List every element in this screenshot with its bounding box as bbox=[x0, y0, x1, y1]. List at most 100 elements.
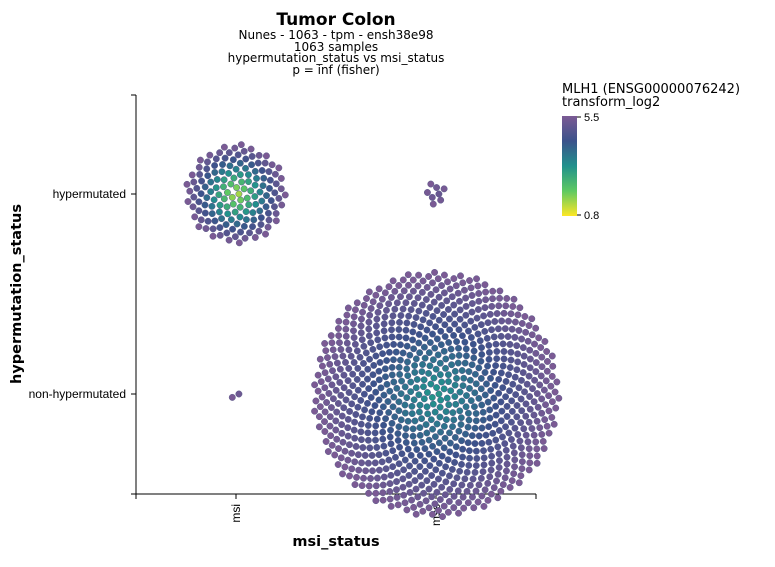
data-point bbox=[220, 143, 228, 151]
data-point bbox=[543, 348, 551, 355]
data-point bbox=[490, 333, 498, 341]
data-point bbox=[428, 510, 436, 518]
data-point bbox=[215, 191, 223, 199]
data-point bbox=[393, 478, 400, 485]
data-point bbox=[385, 300, 393, 308]
data-point bbox=[257, 214, 265, 222]
data-point bbox=[492, 436, 500, 444]
data-point bbox=[513, 402, 521, 409]
data-point bbox=[428, 393, 436, 401]
data-point bbox=[372, 291, 380, 299]
data-point bbox=[346, 441, 353, 449]
data-point bbox=[311, 381, 319, 389]
data-point bbox=[493, 348, 501, 355]
data-point bbox=[397, 312, 405, 319]
data-point bbox=[497, 398, 505, 406]
data-point bbox=[380, 421, 388, 429]
data-point bbox=[254, 159, 262, 167]
data-point bbox=[411, 368, 419, 376]
data-point bbox=[506, 387, 514, 395]
data-point bbox=[429, 400, 437, 408]
data-point bbox=[315, 423, 323, 431]
data-point bbox=[362, 467, 370, 475]
data-point bbox=[400, 466, 408, 474]
data-point bbox=[275, 164, 283, 172]
data-point bbox=[464, 439, 472, 447]
data-point bbox=[332, 373, 340, 381]
colorbar-title-line-2: transform_log2 bbox=[562, 95, 660, 110]
data-point bbox=[202, 225, 210, 233]
data-point bbox=[459, 453, 467, 461]
data-point bbox=[462, 311, 470, 319]
data-point bbox=[468, 308, 476, 316]
data-point bbox=[466, 481, 474, 489]
data-point bbox=[387, 440, 395, 448]
data-point bbox=[395, 398, 403, 406]
data-point bbox=[315, 413, 323, 421]
data-point bbox=[445, 371, 452, 379]
data-point bbox=[326, 360, 334, 368]
data-point bbox=[440, 311, 448, 318]
data-point bbox=[412, 355, 420, 363]
data-point bbox=[321, 408, 329, 416]
data-point bbox=[402, 425, 410, 432]
data-point bbox=[507, 348, 515, 356]
data-point bbox=[518, 335, 526, 343]
data-point bbox=[359, 444, 367, 451]
data-point bbox=[338, 421, 346, 429]
data-point bbox=[375, 367, 383, 375]
data-point bbox=[494, 325, 502, 333]
data-point bbox=[271, 189, 279, 197]
data-point bbox=[518, 458, 526, 466]
data-point bbox=[261, 159, 269, 167]
data-point bbox=[489, 429, 497, 437]
data-point bbox=[461, 359, 469, 367]
data-point bbox=[483, 380, 490, 388]
data-point bbox=[337, 454, 345, 462]
data-point bbox=[346, 472, 353, 480]
data-point bbox=[391, 413, 399, 421]
data-point bbox=[425, 349, 433, 357]
data-point bbox=[348, 465, 356, 473]
data-point bbox=[436, 359, 444, 367]
data-point bbox=[543, 358, 551, 365]
data-point bbox=[458, 437, 465, 445]
data-point bbox=[451, 367, 459, 375]
data-point bbox=[317, 378, 325, 386]
data-point bbox=[461, 286, 468, 294]
data-point bbox=[193, 184, 201, 192]
data-point bbox=[503, 295, 511, 302]
data-point bbox=[435, 293, 443, 301]
data-point bbox=[444, 508, 452, 516]
data-point bbox=[442, 478, 450, 486]
data-point bbox=[485, 423, 493, 431]
data-point bbox=[506, 340, 514, 348]
data-point bbox=[513, 342, 521, 350]
data-point bbox=[450, 331, 458, 339]
data-point bbox=[359, 380, 366, 388]
data-point bbox=[416, 424, 424, 432]
data-point bbox=[482, 431, 490, 439]
data-point bbox=[376, 409, 384, 417]
data-point bbox=[533, 452, 541, 460]
data-point bbox=[195, 223, 203, 231]
data-point bbox=[218, 215, 226, 223]
data-point bbox=[502, 446, 510, 454]
data-point bbox=[520, 352, 528, 360]
data-point bbox=[518, 407, 526, 415]
data-point bbox=[461, 338, 469, 346]
data-point bbox=[422, 296, 430, 303]
data-point bbox=[484, 479, 492, 487]
data-point bbox=[338, 412, 346, 420]
data-point bbox=[435, 475, 442, 483]
data-point bbox=[405, 293, 413, 301]
data-point bbox=[450, 275, 458, 283]
data-point bbox=[327, 404, 335, 411]
data-point bbox=[324, 448, 332, 455]
data-point bbox=[419, 277, 427, 285]
data-point bbox=[333, 359, 341, 367]
data-point bbox=[218, 168, 226, 176]
data-point bbox=[405, 472, 413, 479]
data-point bbox=[233, 220, 241, 228]
data-point bbox=[450, 301, 458, 309]
